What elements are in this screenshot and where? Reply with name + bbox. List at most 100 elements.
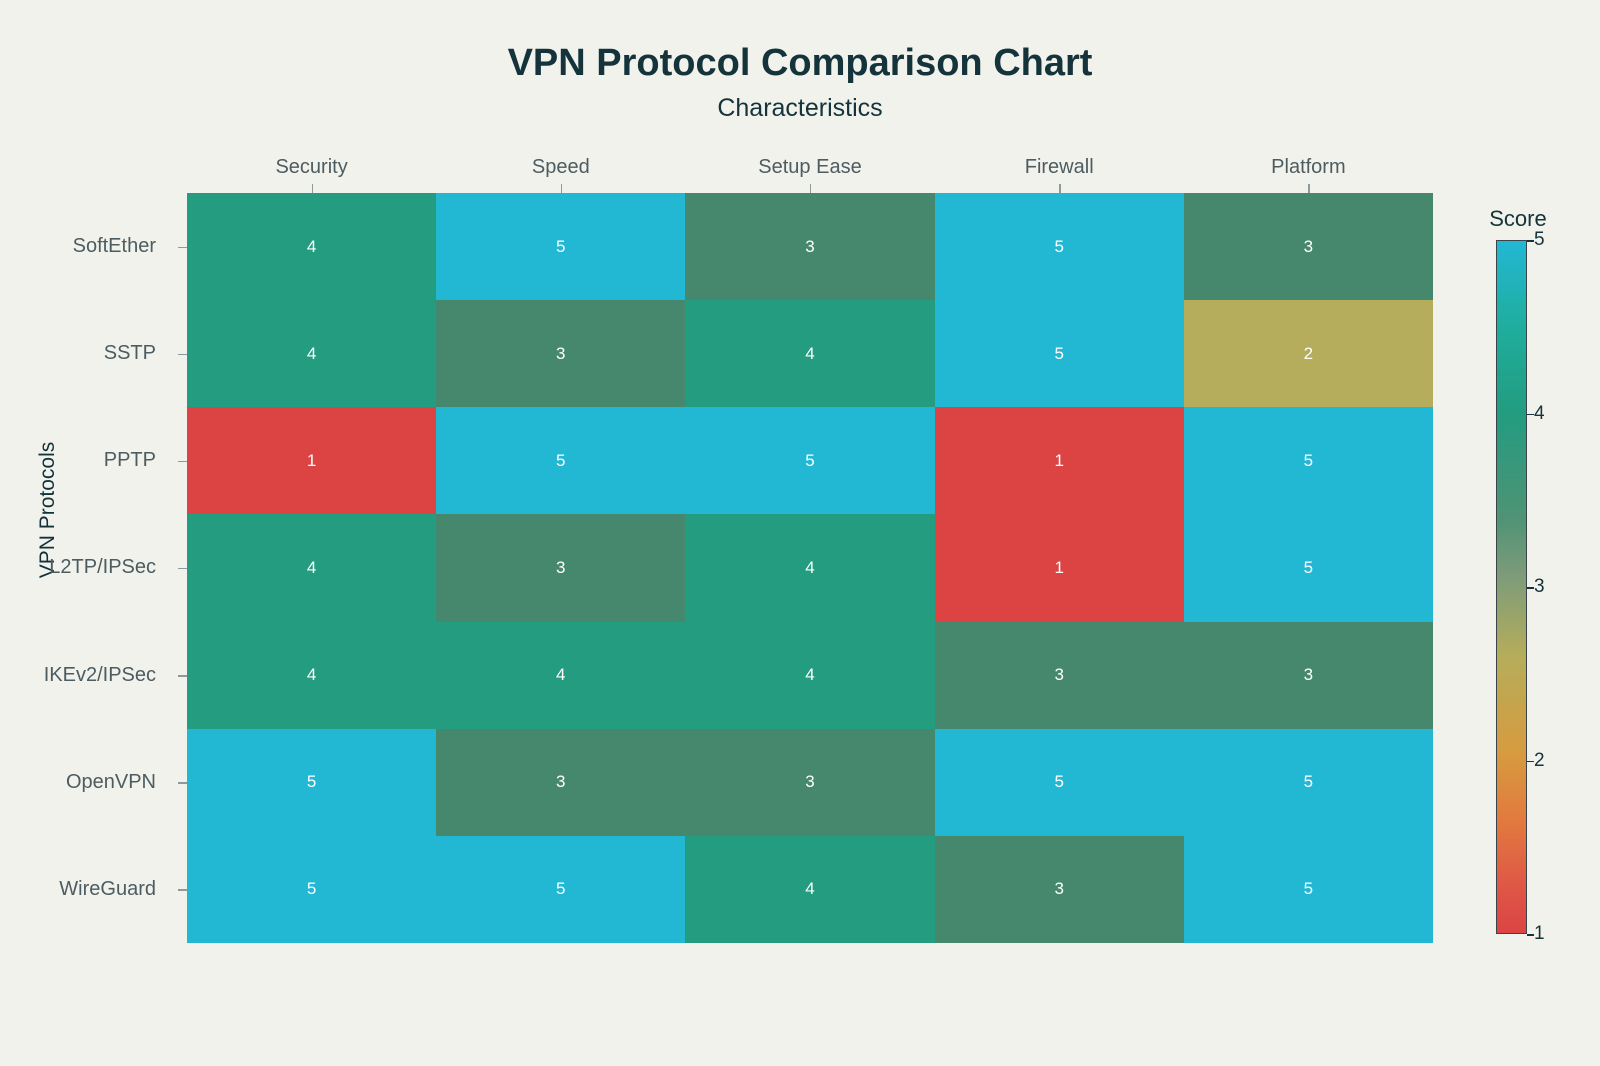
heatmap-cell-value: 5 [1303, 772, 1314, 792]
heatmap-cell[interactable]: 4 [685, 835, 935, 943]
heatmap-cell-value: 3 [1303, 236, 1314, 256]
heatmap-cell[interactable]: 3 [436, 728, 686, 836]
heatmap-cell[interactable]: 3 [685, 728, 935, 836]
heatmap-cell[interactable]: 5 [934, 300, 1184, 408]
y-axis-tick-marks [0, 193, 187, 943]
heatmap-cell[interactable]: 4 [685, 300, 935, 408]
heatmap-cell[interactable]: 5 [187, 728, 437, 836]
y-tick-label-wireguard: WireGuard [59, 877, 156, 900]
heatmap-cell-value: 3 [1054, 879, 1064, 899]
heatmap-cell[interactable]: 1 [934, 407, 1184, 515]
y-tick-label-l2tp-ipsec: L2TP/IPSec [49, 556, 156, 579]
y-tick-mark [0, 729, 187, 836]
heatmap-cell-value: 4 [306, 236, 317, 256]
colorbar-tick-label: 1 [1534, 923, 1545, 944]
heatmap-cell[interactable]: 5 [934, 728, 1184, 836]
heatmap-cell[interactable]: 1 [187, 407, 437, 515]
heatmap-cell-value: 5 [1303, 879, 1314, 899]
x-tick-mark [1184, 181, 1433, 193]
heatmap-cell[interactable]: 5 [436, 407, 686, 515]
heatmap-cell-value: 3 [805, 236, 815, 256]
heatmap-cell-value: 5 [1303, 557, 1314, 577]
y-tick-label-ikev2-ipsec: IKEv2/IPSec [43, 663, 156, 686]
x-tick-label-security: Security [275, 156, 348, 178]
heatmap-cell[interactable]: 1 [934, 514, 1184, 622]
heatmap-cell[interactable]: 5 [1183, 835, 1433, 943]
heatmap-cell[interactable]: 5 [187, 835, 437, 943]
heatmap-cell-value: 5 [556, 236, 566, 256]
heatmap-cell[interactable]: 3 [934, 621, 1184, 729]
x-tick-mark [187, 181, 436, 193]
x-tick-mark [436, 181, 685, 193]
y-tick-mark [0, 622, 187, 729]
heatmap-cell[interactable]: 3 [1183, 193, 1433, 301]
heatmap-cell-value: 1 [1054, 450, 1064, 470]
heatmap-cell-value: 3 [1303, 665, 1314, 685]
heatmap-cell-value: 3 [556, 343, 566, 363]
heatmap-cell[interactable]: 2 [1183, 300, 1433, 408]
heatmap-cell[interactable]: 5 [1183, 514, 1433, 622]
heatmap-cell[interactable]: 5 [934, 193, 1184, 301]
chart-subtitle: Characteristics [717, 94, 883, 122]
heatmap-cell-value: 5 [1054, 236, 1064, 256]
x-tick-label-speed: Speed [531, 156, 590, 178]
heatmap-cell[interactable]: 5 [685, 407, 935, 515]
colorbar-gradient [1496, 240, 1527, 934]
heatmap-cell-value: 4 [306, 665, 317, 685]
heatmap-cell[interactable]: 5 [1183, 728, 1433, 836]
heatmap-cell[interactable]: 5 [436, 835, 686, 943]
y-tick-label-sstp: SSTP [103, 342, 156, 365]
heatmap-cell[interactable]: 3 [436, 300, 686, 408]
heatmap-cell-value: 5 [1054, 772, 1064, 792]
heatmap-cell[interactable]: 4 [685, 514, 935, 622]
heatmap-cell[interactable]: 4 [187, 514, 437, 622]
heatmap-cell[interactable]: 4 [436, 621, 686, 729]
heatmap-grid: 4 5 3 5 3 4 3 4 5 2 1 5 5 1 5 4 3 4 1 5 4 4 4 3 3 5 3 3 5 5 5 5 4 3 5 [187, 193, 1433, 943]
colorbar-tick-label: 2 [1534, 749, 1545, 771]
heatmap-cell[interactable]: 5 [1183, 407, 1433, 515]
y-tick-mark [0, 514, 187, 621]
heatmap-cell[interactable]: 3 [1183, 621, 1433, 729]
heatmap-cell-value: 4 [556, 665, 566, 685]
heatmap-cell-value: 3 [805, 772, 815, 792]
heatmap-plot-area: 4 5 3 5 3 4 3 4 5 2 1 5 5 1 5 4 3 4 1 5 4 4 4 3 3 5 3 3 5 5 5 5 4 3 5 [187, 193, 1433, 943]
heatmap-cell-value: 4 [306, 557, 317, 577]
heatmap-cell-value: 5 [556, 879, 566, 899]
heatmap-cell-value: 5 [1054, 343, 1064, 363]
y-tick-label-softether: SoftEther [72, 235, 156, 258]
x-tick-mark [685, 181, 934, 193]
y-tick-label-pptp: PPTP [103, 449, 156, 472]
heatmap-cell[interactable]: 4 [187, 193, 437, 301]
heatmap-cell[interactable]: 4 [685, 621, 935, 729]
heatmap-cell-value: 4 [805, 343, 815, 363]
heatmap-cell-value: 1 [306, 450, 317, 470]
colorbar-tick-mark [1527, 934, 1534, 936]
heatmap-cell[interactable]: 3 [685, 193, 935, 301]
heatmap-cell-value: 4 [805, 557, 815, 577]
x-axis-tick-labels: Security Speed Setup Ease Firewall Platf… [187, 156, 1433, 184]
colorbar-tick-mark [1527, 760, 1534, 762]
heatmap-cell[interactable]: 4 [187, 300, 437, 408]
x-tick-label-setup-ease: Setup Ease [758, 156, 862, 178]
heatmap-cell-value: 4 [805, 879, 815, 899]
heatmap-cell-value: 2 [1303, 343, 1314, 363]
heatmap-cell-value: 3 [556, 772, 566, 792]
colorbar-title: Score [1489, 206, 1547, 231]
heatmap-cell-value: 3 [556, 557, 566, 577]
heatmap-cell-value: 5 [1303, 450, 1314, 470]
heatmap-cell[interactable]: 5 [436, 193, 686, 301]
heatmap-cell-value: 4 [306, 343, 317, 363]
heatmap-cell-value: 3 [1054, 665, 1064, 685]
heatmap-cell-value: 5 [306, 772, 317, 792]
colorbar-tick-label: 3 [1534, 576, 1545, 597]
colorbar-tick-label: 4 [1534, 402, 1545, 424]
colorbar-tick-mark [1527, 413, 1534, 415]
y-tick-mark [0, 193, 187, 300]
heatmap-cell[interactable]: 3 [436, 514, 686, 622]
heatmap-cell[interactable]: 3 [934, 835, 1184, 943]
heatmap-cell-value: 1 [1054, 557, 1064, 577]
chart-title: VPN Protocol Comparison Chart [507, 42, 1093, 84]
heatmap-cell[interactable]: 4 [187, 621, 437, 729]
x-tick-label-firewall: Firewall [1024, 156, 1094, 178]
